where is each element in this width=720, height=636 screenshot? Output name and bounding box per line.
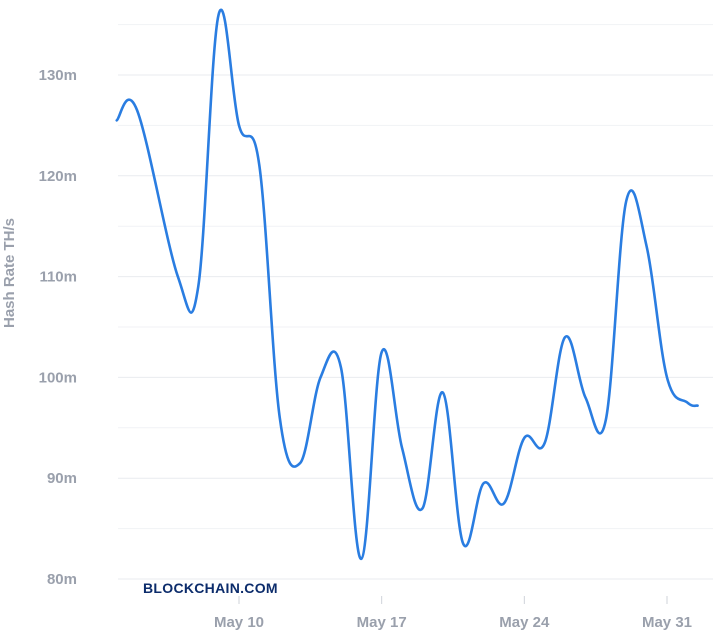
data-point (665, 375, 669, 379)
grid-lines (118, 24, 713, 580)
data-point (257, 164, 261, 168)
data-point (339, 365, 343, 369)
y-axis-title: Hash Rate TH/s (1, 218, 18, 328)
y-tick-label: 120m (39, 168, 77, 185)
data-point (237, 123, 241, 127)
data-point (217, 13, 221, 17)
blockchain-watermark: BLOCKCHAIN.COM (143, 580, 278, 596)
data-point (298, 461, 302, 465)
data-point (685, 401, 689, 405)
y-tick-label: 100m (39, 369, 77, 386)
hash-rate-series-line (115, 8, 699, 561)
data-point (135, 108, 139, 112)
x-grid-lines (238, 596, 668, 604)
x-tick-label: May 31 (642, 614, 692, 631)
data-point (482, 481, 486, 485)
x-tick-label: May 10 (214, 614, 264, 631)
data-point (624, 199, 628, 203)
data-point (583, 396, 587, 400)
data-point (359, 557, 363, 561)
data-point (278, 416, 282, 420)
data-point (502, 501, 506, 505)
data-point (380, 350, 384, 354)
data-point (319, 375, 323, 379)
data-point (115, 118, 119, 122)
data-point (420, 506, 424, 510)
data-point (563, 335, 567, 339)
x-tick-label: May 24 (499, 614, 550, 631)
y-tick-label: 110m (39, 269, 77, 286)
data-point (522, 436, 526, 440)
data-point (696, 404, 700, 408)
data-point (441, 391, 445, 395)
data-point (543, 441, 547, 445)
y-tick-label: 130m (39, 67, 77, 84)
data-point (604, 418, 608, 422)
data-point (400, 446, 404, 450)
data-point (196, 285, 200, 289)
x-tick-labels: May 10 May 17 May 24 May 31 (214, 614, 692, 631)
y-tick-label: 90m (47, 470, 77, 487)
data-point (645, 244, 649, 248)
y-tick-label: 80m (47, 571, 77, 588)
data-point (176, 275, 180, 279)
y-tick-labels: 80m 90m 100m 110m 120m 130m (39, 67, 77, 588)
data-point (461, 542, 465, 546)
x-tick-label: May 17 (357, 614, 407, 631)
